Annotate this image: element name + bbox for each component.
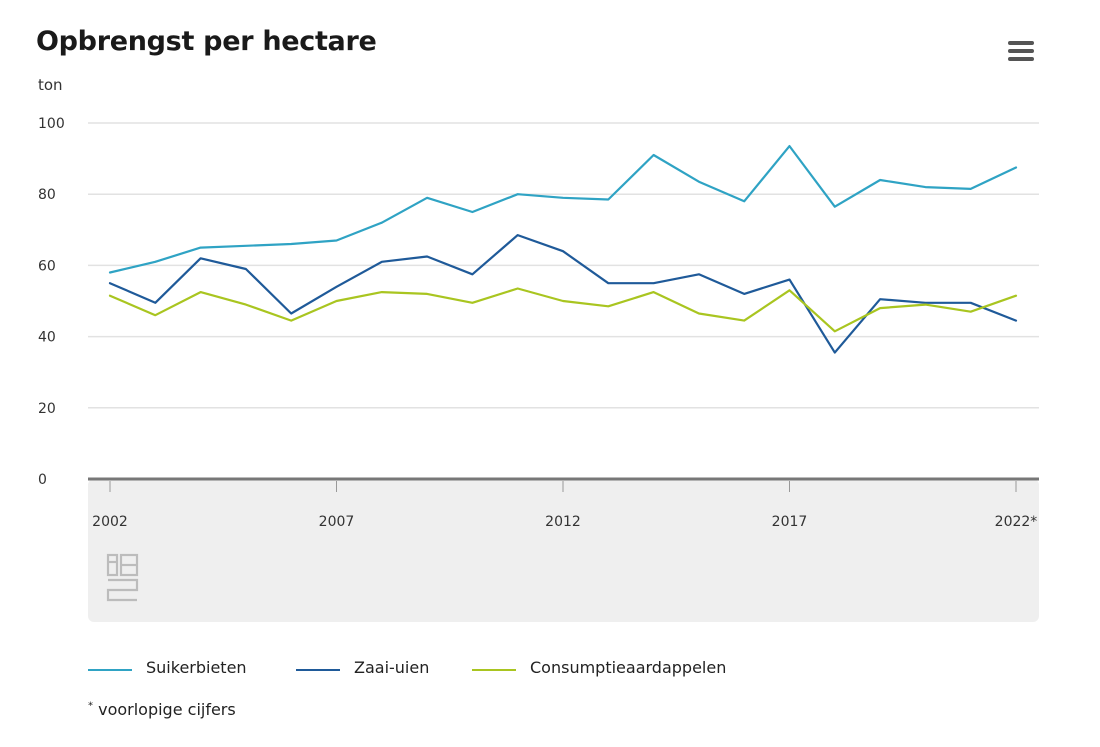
cbs-logo xyxy=(106,553,139,602)
y-tick-label: 80 xyxy=(38,187,56,203)
plot-bottom-panel xyxy=(88,479,1039,622)
legend-label: Zaai-uien xyxy=(354,658,430,677)
x-tick-label: 2002 xyxy=(92,514,128,530)
y-tick-label: 60 xyxy=(38,258,56,274)
legend-swatch xyxy=(88,669,132,671)
chart-title: Opbrengst per hectare xyxy=(36,26,377,57)
legend-swatch xyxy=(472,669,516,671)
series-line-suikerbieten[interactable] xyxy=(108,145,1018,274)
x-tick-label: 2017 xyxy=(772,514,808,530)
series-line-zaai-uien[interactable] xyxy=(108,234,1018,354)
footnote-text: voorlopige cijfers xyxy=(98,700,236,719)
y-axis-unit-label: ton xyxy=(38,76,63,94)
gridlines xyxy=(88,122,1039,409)
x-axis-ticks: 2002 2007 2012 2017 2022* xyxy=(92,481,1037,530)
legend-label: Consumptieaardappelen xyxy=(530,658,727,677)
x-tick-label: 2022* xyxy=(995,514,1038,530)
line-chart: 0 20 40 60 80 100 2002 2007 2012 2017 2022* xyxy=(38,116,1039,622)
menu-bar xyxy=(1008,57,1034,61)
x-tick-label: 2012 xyxy=(545,514,581,530)
menu-bar xyxy=(1008,49,1034,53)
y-tick-label: 0 xyxy=(38,472,47,488)
legend-label: Suikerbieten xyxy=(146,658,247,677)
footnote: * voorlopige cijfers xyxy=(88,700,236,719)
hamburger-menu-icon[interactable] xyxy=(1004,38,1038,66)
legend-swatch xyxy=(296,669,340,671)
menu-bar xyxy=(1008,41,1034,45)
y-tick-label: 20 xyxy=(38,401,56,417)
y-tick-label: 100 xyxy=(38,116,65,132)
x-tick-label: 2007 xyxy=(319,514,355,530)
y-tick-label: 40 xyxy=(38,330,56,346)
series-line-consumptieaardappelen[interactable] xyxy=(108,287,1018,333)
y-axis-ticks: 0 20 40 60 80 100 xyxy=(38,116,65,488)
series-lines xyxy=(108,145,1018,354)
footnote-marker: * xyxy=(88,700,93,712)
